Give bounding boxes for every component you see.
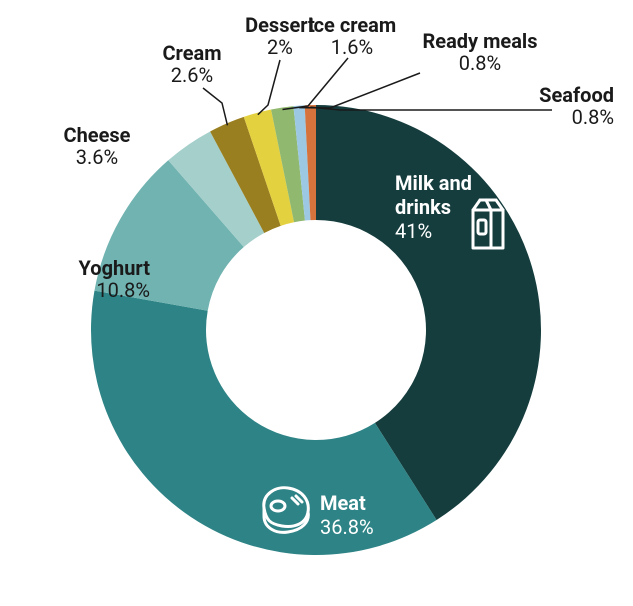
label-milk-and-drinks-2: drinks bbox=[395, 195, 451, 219]
pct-meat: 36.8% bbox=[320, 515, 374, 539]
pct-milk-and-drinks: 41% bbox=[395, 219, 432, 243]
label-ready-meals: Ready meals bbox=[422, 29, 537, 53]
pct-seafood: 0.8% bbox=[572, 105, 614, 129]
pct-cheese: 3.6% bbox=[76, 145, 118, 169]
label-dessert: Dessert bbox=[245, 13, 315, 37]
donut-chart: Milk anddrinks41% Meat36.8% Yoghurt10.8% Ch… bbox=[0, 0, 633, 606]
label-meat: Meat bbox=[320, 491, 366, 515]
pct-ice-cream: 1.6% bbox=[331, 35, 373, 59]
label-ice-cream: Ice cream bbox=[308, 13, 396, 37]
pct-ready-meals: 0.8% bbox=[459, 51, 501, 75]
label-seafood: Seafood bbox=[539, 83, 614, 107]
label-yoghurt: Yoghurt bbox=[79, 256, 151, 280]
pct-dessert: 2% bbox=[267, 35, 293, 59]
pct-cream: 2.6% bbox=[171, 63, 213, 87]
label-cheese: Cheese bbox=[64, 123, 131, 147]
label-cream: Cream bbox=[162, 41, 221, 65]
pct-yoghurt: 10.8% bbox=[96, 278, 150, 302]
label-milk-and-drinks: Milk and bbox=[395, 171, 472, 195]
